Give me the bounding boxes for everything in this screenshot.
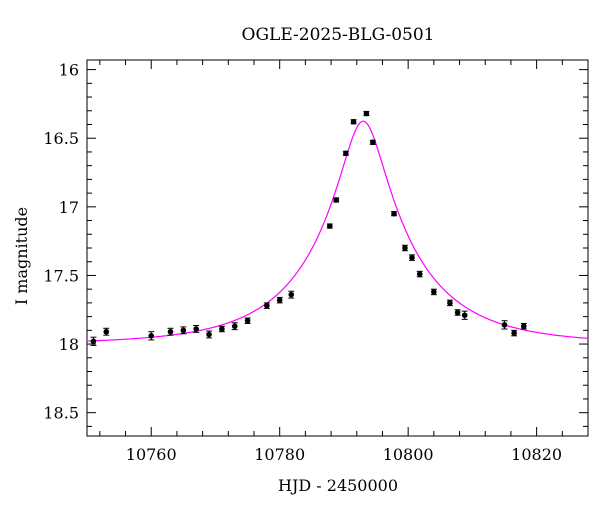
data-point: [193, 325, 200, 333]
data-point: [391, 210, 398, 217]
data-point: [244, 317, 251, 324]
point-marker: [193, 326, 199, 332]
point-marker: [244, 317, 251, 324]
x-axis-ticks: 10760 10780 10800 10820: [99, 60, 589, 464]
point-marker: [343, 150, 349, 157]
data-point: [461, 310, 468, 320]
data-point: [288, 290, 295, 299]
data-point: [90, 336, 97, 346]
x-tick-label: 10760: [126, 445, 177, 464]
point-marker: [180, 327, 187, 334]
data-point: [401, 244, 408, 252]
point-marker: [276, 297, 283, 303]
x-axis-label: HJD - 2450000: [278, 476, 398, 495]
data-point: [148, 331, 155, 341]
data-point: [333, 197, 340, 203]
point-marker: [288, 291, 295, 298]
y-tick-label: 17.5: [43, 266, 79, 285]
point-marker: [231, 323, 238, 330]
y-tick-label: 17: [59, 198, 79, 217]
model-curve: [86, 120, 589, 342]
y-tick-label: 16: [59, 61, 79, 80]
data-point: [276, 296, 283, 304]
data-point: [326, 223, 333, 229]
y-tick-label: 18.5: [43, 404, 79, 423]
chart-title: OGLE-2025-BLG-0501: [242, 25, 435, 45]
x-tick-label: 10800: [383, 445, 434, 464]
data-point: [350, 118, 357, 125]
data-point: [446, 299, 453, 307]
data-point: [363, 110, 370, 117]
point-marker: [501, 322, 508, 328]
x-tick-label: 10780: [254, 445, 305, 464]
point-marker: [431, 289, 437, 295]
point-marker: [416, 271, 423, 277]
point-marker: [350, 118, 357, 125]
data-point: [218, 325, 225, 333]
data-point: [167, 327, 174, 336]
point-marker: [370, 139, 376, 146]
data-point: [501, 320, 508, 330]
data-point: [103, 327, 110, 336]
plot-border: [86, 59, 589, 437]
y-tick-label: 18: [59, 335, 79, 354]
data-point: [369, 139, 376, 146]
point-marker: [363, 110, 370, 117]
point-marker: [326, 223, 333, 229]
data-point: [409, 254, 416, 261]
point-marker: [391, 210, 397, 217]
plot-frame: [86, 59, 589, 437]
point-marker: [264, 302, 270, 309]
data-point: [231, 322, 238, 331]
point-marker: [103, 328, 110, 335]
data-point: [206, 330, 213, 339]
point-marker: [148, 333, 155, 339]
point-marker: [409, 254, 415, 261]
data-points: [90, 110, 527, 346]
data-point: [520, 322, 527, 330]
point-marker: [206, 331, 212, 338]
data-point: [511, 329, 518, 337]
data-point: [263, 302, 270, 309]
data-point: [180, 326, 187, 335]
point-marker: [402, 245, 408, 251]
data-point: [416, 270, 423, 278]
point-marker: [511, 330, 517, 336]
point-marker: [520, 323, 527, 330]
point-marker: [447, 300, 453, 306]
point-marker: [90, 338, 97, 345]
point-marker: [454, 309, 461, 316]
x-tick-label: 10820: [511, 445, 562, 464]
point-marker: [333, 197, 340, 203]
point-marker: [167, 328, 174, 335]
y-axis-label: I magnitude: [12, 207, 31, 305]
data-point: [430, 288, 437, 296]
data-point: [342, 150, 349, 157]
y-tick-label: 16.5: [43, 129, 79, 148]
point-marker: [219, 326, 225, 332]
data-point: [454, 309, 461, 316]
y-axis-ticks: 16 16.5 17 17.5 18 18.5: [43, 61, 588, 427]
point-marker: [461, 312, 468, 319]
